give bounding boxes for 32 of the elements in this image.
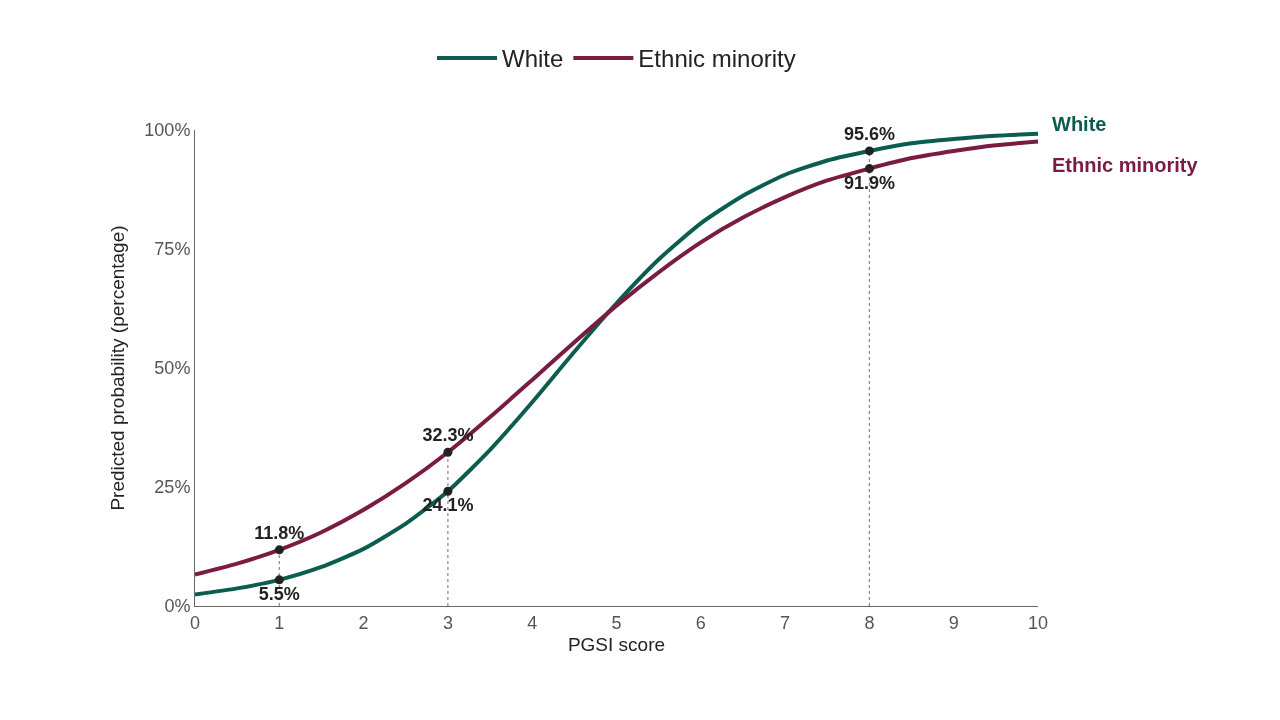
data-label: 95.6% xyxy=(843,123,895,144)
y-tick-label: 100% xyxy=(144,120,191,141)
legend-label: Ethnic minority xyxy=(638,45,796,73)
y-tick-label: 0% xyxy=(164,596,191,617)
x-tick-label: 2 xyxy=(358,612,369,633)
point xyxy=(274,575,284,585)
x-tick-label: 9 xyxy=(948,612,959,633)
x-tick-label: 1 xyxy=(274,612,285,633)
text: White xyxy=(1052,113,1107,135)
point xyxy=(443,486,453,496)
x-axis-title: PGSI score xyxy=(567,634,666,656)
data-label: 91.9% xyxy=(843,172,895,193)
y-axis-title: Predicted probability (percentage) xyxy=(107,225,129,511)
x-tick-label: 4 xyxy=(527,612,538,633)
legend-label: White xyxy=(502,45,564,73)
x-tick-label: 3 xyxy=(442,612,453,633)
point xyxy=(864,164,874,174)
x-tick-label: 6 xyxy=(695,612,706,633)
y-tick-label: 50% xyxy=(154,358,191,379)
data-label: 11.8% xyxy=(254,522,305,543)
point xyxy=(864,146,874,156)
x-tick-label: 0 xyxy=(189,612,201,633)
x-tick-label: 5 xyxy=(611,612,622,633)
y-tick-label: 25% xyxy=(154,477,191,498)
text: Ethnic minority xyxy=(1052,154,1198,176)
x-tick-label: 10 xyxy=(1027,612,1049,633)
y-tick-label: 75% xyxy=(154,239,191,260)
data-label: 5.5% xyxy=(258,583,300,604)
point xyxy=(274,545,284,555)
x-tick-label: 7 xyxy=(780,612,791,633)
x-tick-label: 8 xyxy=(864,612,875,633)
point xyxy=(443,447,453,457)
